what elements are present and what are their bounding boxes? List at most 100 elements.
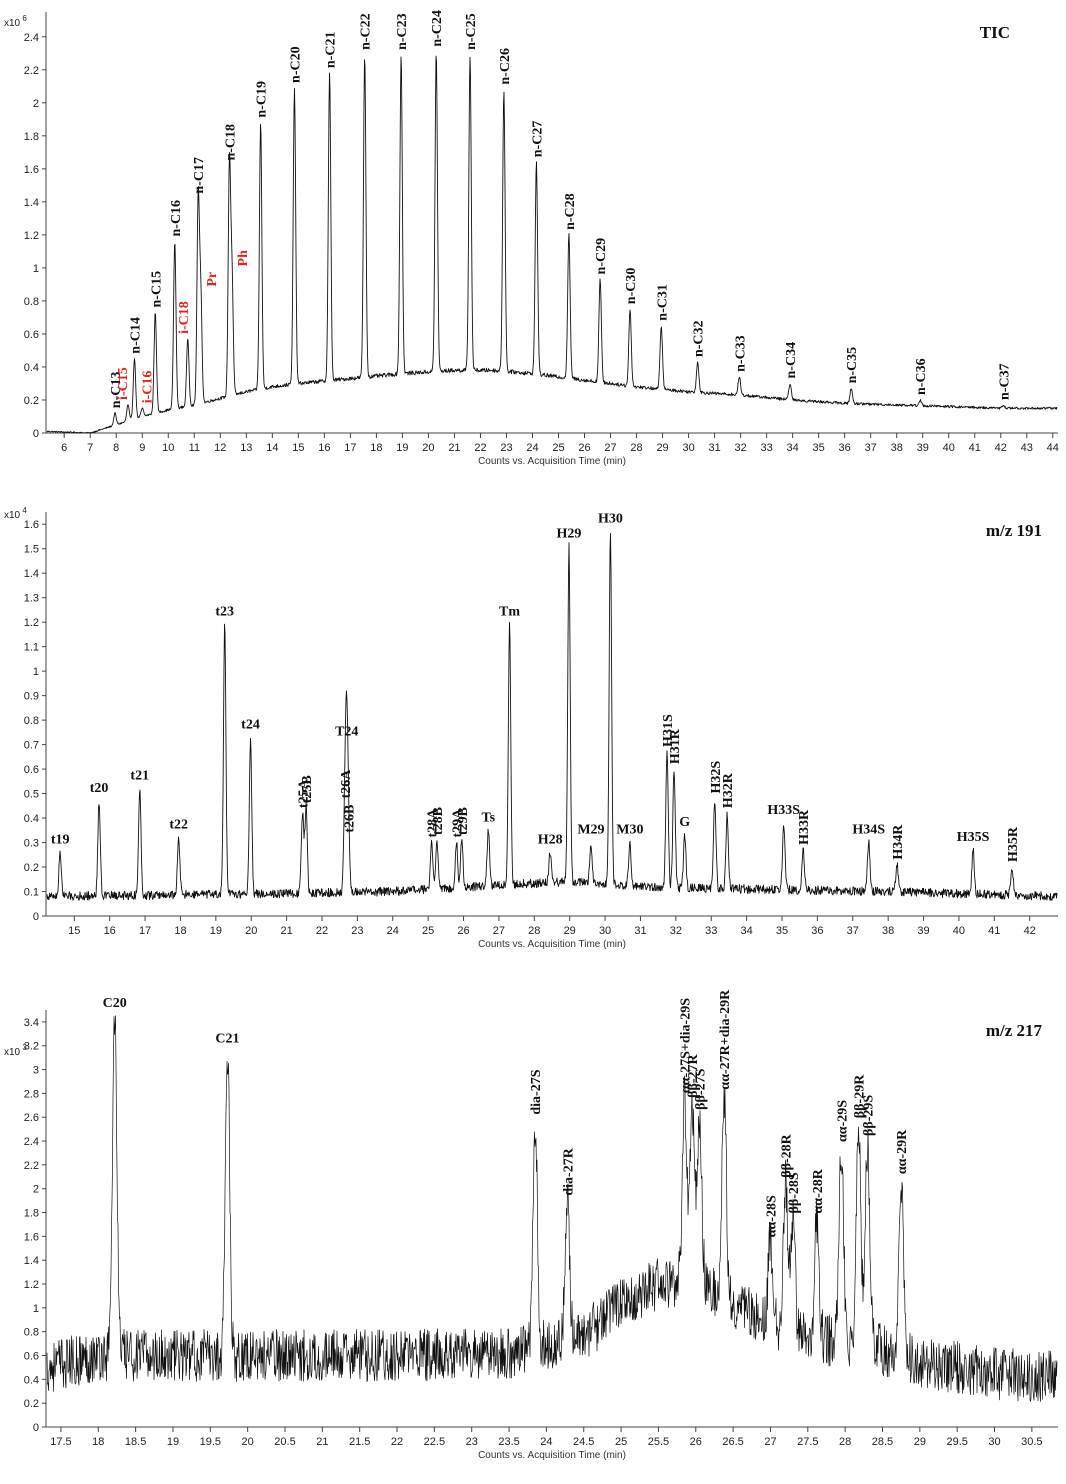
- peak-label: H31R: [668, 728, 683, 764]
- peak-label: H30: [598, 512, 623, 527]
- peak-label: t22: [169, 818, 188, 833]
- y-tick-label: 1.1: [24, 642, 39, 654]
- x-tick-label: 27: [493, 925, 505, 937]
- y-tick-label: 0.7: [24, 740, 39, 752]
- y-tick-label: 0.8: [24, 1327, 39, 1339]
- peak-label: n-C35: [845, 347, 860, 384]
- peak-label: n-C25: [464, 13, 479, 50]
- x-tick-label: 6: [61, 442, 67, 454]
- x-axis-label: Counts vs. Acquisition Time (min): [478, 456, 626, 467]
- peak-label: n-C26: [498, 48, 513, 85]
- peak-label: n-C31: [655, 284, 670, 321]
- y-tick-label: 0: [33, 911, 39, 923]
- y-tick-label: 2.6: [24, 1112, 39, 1124]
- x-tick-label: 24: [387, 925, 399, 937]
- x-tick-label: 38: [891, 442, 903, 454]
- peak-label: n-C17: [192, 157, 207, 194]
- peak-label: αα-29R: [895, 1129, 910, 1174]
- x-tick-label: 13: [240, 442, 252, 454]
- y-tick-label: 1: [33, 666, 39, 678]
- peak-label: t24: [241, 717, 260, 732]
- x-tick-label: 32: [734, 442, 746, 454]
- peak-label: H35R: [1006, 826, 1021, 862]
- peak-label: ββ-29S: [862, 1095, 877, 1136]
- x-tick-label: 31: [634, 925, 646, 937]
- y-tick-label: 2.2: [24, 65, 39, 77]
- peak-label: M29: [577, 823, 604, 838]
- peak-label: ββ-28S: [787, 1172, 802, 1213]
- peak-label: t23: [215, 605, 234, 620]
- peak-label: t28A: [426, 808, 441, 838]
- y-tick-label: 1.6: [24, 519, 39, 531]
- x-tick-label: 34: [787, 442, 799, 454]
- y-tick-label: 0.4: [24, 813, 39, 825]
- x-tick-label: 8: [113, 442, 119, 454]
- x-tick-label: 40: [953, 925, 965, 937]
- peak-label: t26A: [339, 769, 354, 799]
- x-tick-label: 28: [630, 442, 642, 454]
- peak-label: n-C30: [624, 268, 639, 305]
- x-tick-label: 22.5: [424, 1436, 445, 1448]
- x-tick-label: 20: [422, 442, 434, 454]
- chromatogram-trace: [46, 1015, 1058, 1402]
- x-tick-label: 21: [448, 442, 460, 454]
- x-tick-label: 19: [167, 1436, 179, 1448]
- x-tick-label: 7: [87, 442, 93, 454]
- x-tick-label: 39: [917, 442, 929, 454]
- y-tick-label: 3.2: [24, 1041, 39, 1053]
- peak-label: Tm: [499, 605, 520, 620]
- y-tick-label: 1: [33, 1303, 39, 1315]
- x-tick-label: 21: [316, 1436, 328, 1448]
- peak-label: i-C16: [140, 371, 155, 404]
- y-tick-label: 0.4: [24, 362, 39, 374]
- peak-label: t25B: [300, 775, 315, 803]
- panel-3: 0 0.2 0.4 0.6 0.8 1 1.2 1.4 1.6 1.8 2 2.2 2.4 2.6 2.8 3…: [4, 989, 1058, 1461]
- peak-label: C20: [103, 996, 127, 1011]
- x-tick-label: 11: [189, 442, 200, 454]
- x-tick-label: 28: [839, 1436, 851, 1448]
- y-tick-label: 2.4: [24, 32, 39, 44]
- peak-label: n-C19: [255, 81, 270, 118]
- peak-label: n-C34: [784, 342, 799, 379]
- peak-label: dia-27S: [529, 1069, 544, 1114]
- y-tick-label: 0.8: [24, 296, 39, 308]
- x-tick-label: 20.5: [274, 1436, 295, 1448]
- x-tick-label: 14: [266, 442, 278, 454]
- peak-label: ββ-27S: [694, 1068, 709, 1109]
- peak-label: n-C36: [914, 358, 929, 395]
- x-tick-label: 35: [776, 925, 788, 937]
- x-tick-label: 27: [764, 1436, 776, 1448]
- y-tick-label: 2: [33, 98, 39, 110]
- x-tick-label: 23: [500, 442, 512, 454]
- y-tick-label: 0: [33, 1422, 39, 1434]
- x-tick-label: 38: [882, 925, 894, 937]
- x-tick-label: 18: [174, 925, 186, 937]
- x-tick-label: 17.5: [50, 1436, 71, 1448]
- x-tick-label: 22: [316, 925, 328, 937]
- y-tick-label: 0: [33, 428, 39, 440]
- peak-label: n-C22: [359, 13, 374, 50]
- x-tick-label: 44: [1047, 442, 1059, 454]
- x-tick-label: 26: [457, 925, 469, 937]
- peak-label: n-C16: [169, 200, 184, 237]
- peak-label: dia-27R: [561, 1147, 576, 1195]
- y-tick-label: 1.4: [24, 568, 39, 580]
- peak-label: αα-27S+dia-29S: [679, 998, 694, 1093]
- y-tick-label: 1.4: [24, 197, 39, 209]
- x-tick-label: 27: [604, 442, 616, 454]
- peak-label: C21: [215, 1032, 239, 1047]
- x-axis-label: Counts vs. Acquisition Time (min): [478, 939, 626, 950]
- x-tick-label: 29: [564, 925, 576, 937]
- x-tick-label: 23: [351, 925, 363, 937]
- y-multiplier: x10 6: [4, 14, 27, 29]
- y-tick-label: 2.2: [24, 1160, 39, 1172]
- y-tick-label: 3: [33, 1065, 39, 1077]
- x-tick-label: 24: [540, 1436, 552, 1448]
- x-tick-label: 16: [318, 442, 330, 454]
- x-tick-label: 29.5: [946, 1436, 967, 1448]
- panel-title: m/z 217: [986, 1021, 1043, 1040]
- peak-label: Ph: [236, 250, 251, 267]
- peak-label: Pr: [205, 272, 220, 287]
- peak-label: H29: [557, 526, 582, 541]
- x-tick-label: 37: [847, 925, 859, 937]
